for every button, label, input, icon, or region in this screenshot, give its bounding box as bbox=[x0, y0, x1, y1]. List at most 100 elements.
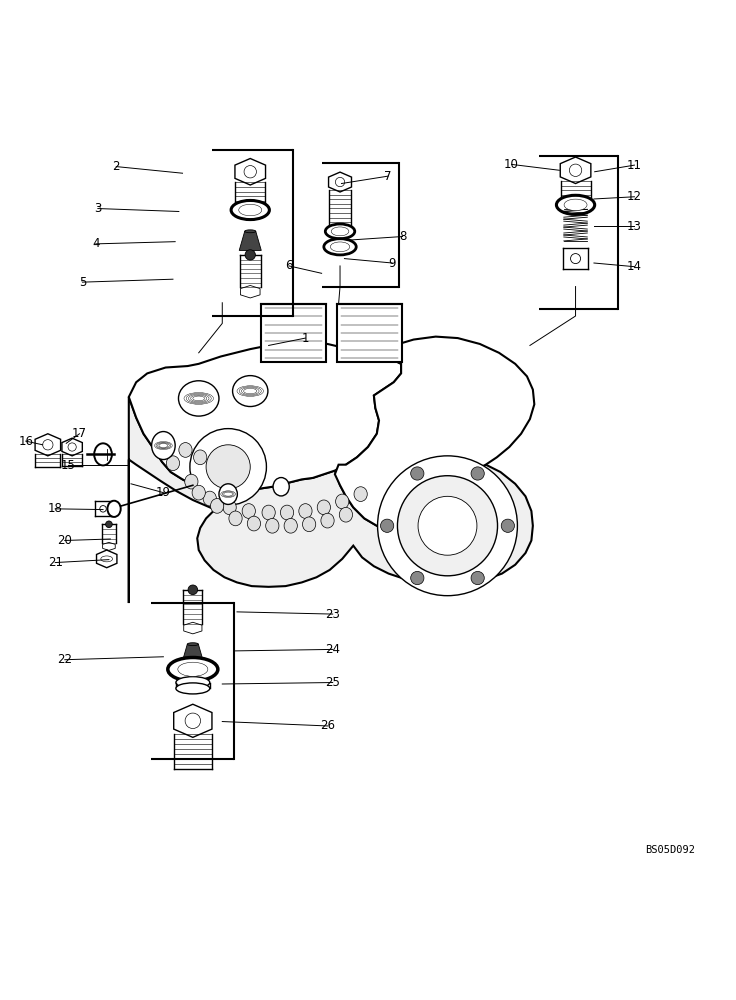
Ellipse shape bbox=[331, 227, 349, 236]
Ellipse shape bbox=[194, 450, 207, 465]
Ellipse shape bbox=[266, 518, 279, 533]
Ellipse shape bbox=[317, 500, 330, 515]
Ellipse shape bbox=[242, 504, 255, 518]
Ellipse shape bbox=[302, 517, 316, 532]
Circle shape bbox=[378, 456, 517, 596]
Circle shape bbox=[418, 496, 477, 555]
Ellipse shape bbox=[176, 677, 210, 688]
Circle shape bbox=[397, 476, 498, 576]
Ellipse shape bbox=[229, 511, 242, 526]
Circle shape bbox=[471, 467, 484, 480]
Ellipse shape bbox=[187, 643, 199, 646]
Text: 6: 6 bbox=[286, 259, 293, 272]
Polygon shape bbox=[235, 158, 266, 185]
Circle shape bbox=[570, 254, 581, 264]
Ellipse shape bbox=[168, 658, 218, 681]
Circle shape bbox=[43, 440, 53, 450]
Ellipse shape bbox=[556, 195, 595, 214]
Ellipse shape bbox=[324, 239, 356, 255]
Ellipse shape bbox=[178, 662, 208, 676]
Circle shape bbox=[411, 467, 424, 480]
Ellipse shape bbox=[247, 516, 261, 531]
Circle shape bbox=[244, 166, 256, 178]
Circle shape bbox=[185, 713, 200, 729]
Polygon shape bbox=[182, 644, 204, 663]
Polygon shape bbox=[129, 397, 533, 603]
Text: 17: 17 bbox=[72, 427, 87, 440]
Ellipse shape bbox=[233, 376, 268, 407]
Bar bbox=[261, 304, 326, 362]
Text: 14: 14 bbox=[627, 260, 642, 273]
Text: 8: 8 bbox=[399, 230, 406, 243]
Ellipse shape bbox=[166, 456, 180, 471]
Ellipse shape bbox=[330, 242, 350, 252]
Ellipse shape bbox=[179, 443, 192, 457]
Ellipse shape bbox=[203, 491, 216, 506]
Text: 13: 13 bbox=[627, 220, 642, 233]
Text: 19: 19 bbox=[156, 486, 171, 499]
Polygon shape bbox=[239, 231, 261, 250]
Text: 16: 16 bbox=[18, 435, 33, 448]
Text: BS05D092: BS05D092 bbox=[645, 845, 696, 855]
Polygon shape bbox=[174, 704, 212, 737]
Ellipse shape bbox=[299, 504, 312, 518]
Ellipse shape bbox=[101, 556, 113, 562]
Ellipse shape bbox=[284, 518, 297, 533]
Ellipse shape bbox=[354, 487, 367, 501]
Bar bbox=[337, 304, 402, 362]
Ellipse shape bbox=[107, 501, 121, 517]
Ellipse shape bbox=[179, 381, 219, 416]
Circle shape bbox=[206, 445, 250, 489]
Ellipse shape bbox=[325, 224, 355, 239]
Text: 11: 11 bbox=[627, 159, 642, 172]
Ellipse shape bbox=[192, 485, 205, 500]
Ellipse shape bbox=[210, 499, 224, 513]
Ellipse shape bbox=[231, 200, 269, 220]
Text: 2: 2 bbox=[113, 160, 120, 173]
Circle shape bbox=[411, 571, 424, 585]
Ellipse shape bbox=[280, 505, 294, 520]
Circle shape bbox=[471, 571, 484, 585]
Text: 3: 3 bbox=[94, 202, 102, 215]
Circle shape bbox=[570, 164, 581, 176]
Circle shape bbox=[100, 506, 106, 512]
Polygon shape bbox=[96, 550, 117, 568]
Polygon shape bbox=[129, 342, 401, 491]
Text: 18: 18 bbox=[48, 502, 63, 515]
Text: 20: 20 bbox=[57, 534, 72, 547]
Ellipse shape bbox=[176, 683, 210, 694]
Polygon shape bbox=[335, 337, 534, 533]
Text: 15: 15 bbox=[61, 459, 76, 472]
Polygon shape bbox=[241, 285, 260, 298]
Ellipse shape bbox=[244, 230, 256, 233]
Circle shape bbox=[190, 429, 266, 505]
Circle shape bbox=[245, 250, 255, 260]
Text: 24: 24 bbox=[325, 643, 340, 656]
Text: 21: 21 bbox=[48, 556, 63, 569]
Text: 23: 23 bbox=[325, 608, 340, 621]
Ellipse shape bbox=[94, 443, 112, 465]
Polygon shape bbox=[328, 172, 352, 192]
Circle shape bbox=[336, 177, 344, 187]
Circle shape bbox=[501, 519, 514, 532]
Text: 10: 10 bbox=[504, 158, 519, 171]
Ellipse shape bbox=[152, 432, 175, 460]
Ellipse shape bbox=[564, 199, 587, 211]
Text: 26: 26 bbox=[320, 719, 335, 732]
Ellipse shape bbox=[336, 494, 349, 509]
Text: 22: 22 bbox=[57, 653, 72, 666]
Text: 7: 7 bbox=[384, 170, 392, 183]
Text: 12: 12 bbox=[627, 190, 642, 203]
Polygon shape bbox=[560, 157, 591, 184]
Polygon shape bbox=[35, 434, 60, 456]
Ellipse shape bbox=[219, 484, 237, 504]
Ellipse shape bbox=[238, 204, 262, 216]
Ellipse shape bbox=[273, 478, 289, 496]
Polygon shape bbox=[184, 622, 202, 634]
Circle shape bbox=[188, 585, 197, 595]
Circle shape bbox=[106, 521, 112, 528]
Ellipse shape bbox=[185, 474, 198, 489]
Ellipse shape bbox=[321, 513, 334, 528]
Polygon shape bbox=[102, 542, 116, 550]
Text: 25: 25 bbox=[325, 676, 340, 689]
